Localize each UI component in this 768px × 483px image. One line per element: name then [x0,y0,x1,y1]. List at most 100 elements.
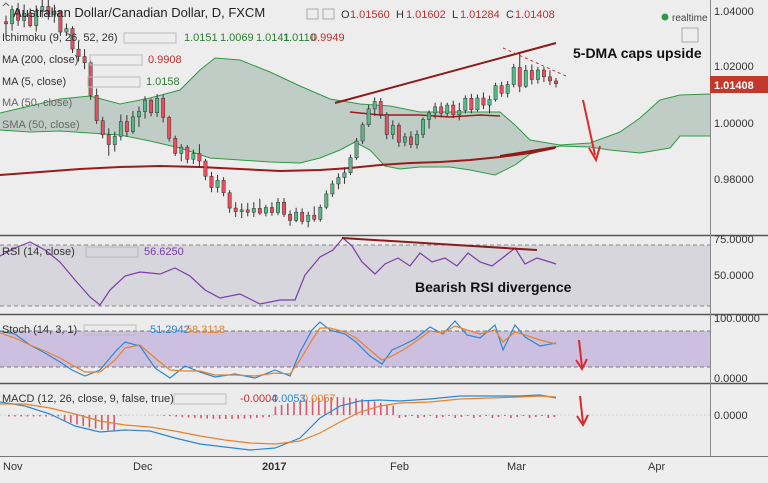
candle-down[interactable] [554,81,557,84]
candle-up[interactable] [307,215,310,221]
candle-up[interactable] [216,180,219,187]
candle-down[interactable] [288,214,291,220]
candle-down[interactable] [107,135,110,145]
candle-down[interactable] [222,180,225,192]
candle-down[interactable] [270,208,273,213]
candle-up[interactable] [294,212,297,220]
candle-down[interactable] [95,95,98,120]
candle-up[interactable] [476,98,479,110]
candle-down[interactable] [482,98,485,105]
candle-up[interactable] [143,100,146,111]
candle-down[interactable] [210,176,213,187]
candle-up[interactable] [391,125,394,134]
candle-up[interactable] [276,202,279,212]
macd-hist-bar [343,397,345,415]
candle-up[interactable] [421,120,424,135]
candle-up[interactable] [446,105,449,113]
candle-up[interactable] [355,141,358,158]
macd-hist-bar [268,415,270,417]
candle-up[interactable] [458,110,461,114]
candle-down[interactable] [234,208,237,212]
candle-down[interactable] [300,212,303,221]
candle-down[interactable] [168,117,171,138]
stoch-tick-1: 100.0000 [714,313,760,325]
candle-up[interactable] [349,158,352,173]
candle-up[interactable] [192,154,195,160]
macd-hist-bar [523,415,525,416]
candle-down[interactable] [174,138,177,153]
candle-down[interactable] [198,154,201,161]
legend-sma-50: SMA (50, close) [2,119,80,131]
candle-up[interactable] [252,208,255,212]
candle-up[interactable] [433,107,436,113]
macd-hist-bar [219,415,221,419]
candle-down[interactable] [542,70,545,77]
macd-label: MACD (12, 26, close, 9, false, true) [2,393,174,405]
candle-down[interactable] [385,114,388,134]
macd-axis[interactable]: 0.0000 [714,410,748,422]
x-tick-nov: Nov [3,461,23,473]
candle-up[interactable] [403,137,406,142]
candle-up[interactable] [506,84,509,93]
candle-down[interactable] [89,63,92,96]
candle-up[interactable] [494,86,497,100]
candle-up[interactable] [524,70,527,86]
candle-down[interactable] [125,122,128,132]
candle-down[interactable] [470,98,473,109]
candle-up[interactable] [367,109,370,125]
candle-down[interactable] [282,202,285,214]
candle-down[interactable] [83,57,86,63]
candle-up[interactable] [180,147,183,153]
candle-up[interactable] [415,135,418,145]
candle-up[interactable] [325,194,328,207]
candle-down[interactable] [246,210,249,212]
candle-up[interactable] [536,70,539,79]
candle-down[interactable] [228,193,231,208]
candle-up[interactable] [464,98,467,110]
candle-down[interactable] [440,107,443,113]
candle-down[interactable] [518,67,521,86]
candle-down[interactable] [258,208,261,213]
macd-hist-bar [58,415,60,417]
candle-down[interactable] [379,102,382,115]
candle-down[interactable] [397,125,400,142]
macd-hist-bar [368,400,370,415]
candle-up[interactable] [119,122,122,137]
macd-signal-value: 0.0057 [302,393,336,405]
candle-up[interactable] [331,184,334,194]
candle-down[interactable] [101,121,104,135]
candle-up[interactable] [319,207,322,219]
annotation-5dma: 5-DMA caps upside [573,45,702,61]
macd-hist-bar [423,415,425,417]
candle-up[interactable] [373,102,376,109]
candle-down[interactable] [409,137,412,145]
candle-down[interactable] [4,22,7,24]
candle-up[interactable] [155,98,158,112]
macd-legend[interactable]: MACD (12, 26, close, 9, false, true) -0.… [2,393,336,405]
candle-up[interactable] [343,173,346,178]
candle-down[interactable] [161,98,164,117]
candle-down[interactable] [500,86,503,94]
macd-hist-bar [175,415,177,417]
candle-up[interactable] [264,208,267,214]
candle-up[interactable] [512,67,515,84]
candle-down[interactable] [204,161,207,176]
candle-up[interactable] [488,99,491,105]
candle-down[interactable] [313,215,316,219]
candle-up[interactable] [137,112,140,117]
candle-up[interactable] [337,177,340,183]
candle-up[interactable] [131,117,134,132]
macd-hist-bar [33,415,35,417]
candle-up[interactable] [113,136,116,144]
candle-up[interactable] [427,113,430,119]
candle-up[interactable] [361,125,364,141]
candle-up[interactable] [240,210,243,212]
candle-down[interactable] [149,100,152,113]
candle-down[interactable] [548,77,551,81]
ohlc-high: 1.01602 [406,9,446,21]
candle-down[interactable] [452,105,455,115]
candle-down[interactable] [186,147,189,159]
candle-down[interactable] [530,70,533,79]
